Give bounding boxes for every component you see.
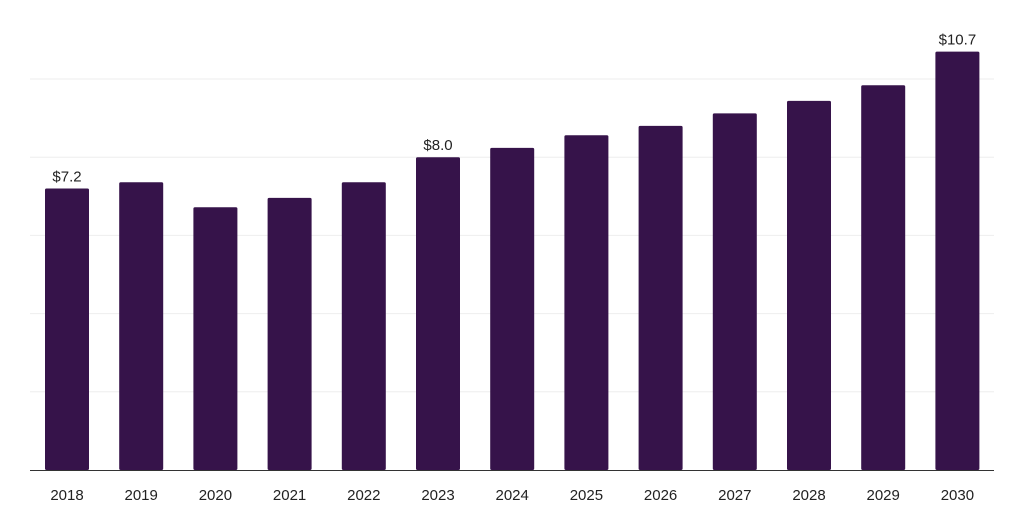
data-label: $10.7 — [939, 32, 977, 49]
bar-2030 — [935, 51, 980, 470]
bar-2022 — [341, 182, 386, 470]
data-labels: $7.2 $8.0 $10.7 — [52, 32, 976, 186]
x-tick-label: 2021 — [273, 487, 306, 504]
data-label: $8.0 — [423, 137, 452, 154]
x-tick-label: 2029 — [867, 487, 900, 504]
bar-2025 — [564, 135, 609, 470]
bar-2023 — [416, 157, 460, 470]
bar-2026 — [638, 125, 683, 471]
data-label: $7.2 — [52, 168, 81, 185]
bar-2020 — [193, 207, 238, 471]
x-tick-label: 2028 — [792, 487, 825, 504]
x-tick-label: 2023 — [421, 487, 454, 504]
x-tick-label: 2018 — [50, 487, 83, 504]
bar-2021 — [267, 197, 312, 470]
x-tick-label: 2026 — [644, 487, 677, 504]
bar-2024 — [490, 147, 535, 471]
x-tick-label: 2027 — [718, 487, 751, 504]
x-tick-label: 2019 — [125, 487, 158, 504]
x-tick-labels: 2018 2019 2020 2021 2022 2023 2024 2025 2026 2027… — [50, 487, 974, 504]
x-tick-label: 2024 — [496, 487, 529, 504]
x-tick-label: 2025 — [570, 487, 603, 504]
x-tick-label: 2022 — [347, 487, 380, 504]
bar-2019 — [119, 182, 164, 470]
bar-2018 — [45, 188, 89, 471]
bar-2028 — [787, 100, 831, 471]
bar-2029 — [861, 85, 906, 471]
x-tick-label: 2020 — [199, 487, 232, 504]
bar-2027 — [712, 113, 757, 471]
x-tick-label: 2030 — [941, 487, 974, 504]
bars — [45, 51, 980, 471]
